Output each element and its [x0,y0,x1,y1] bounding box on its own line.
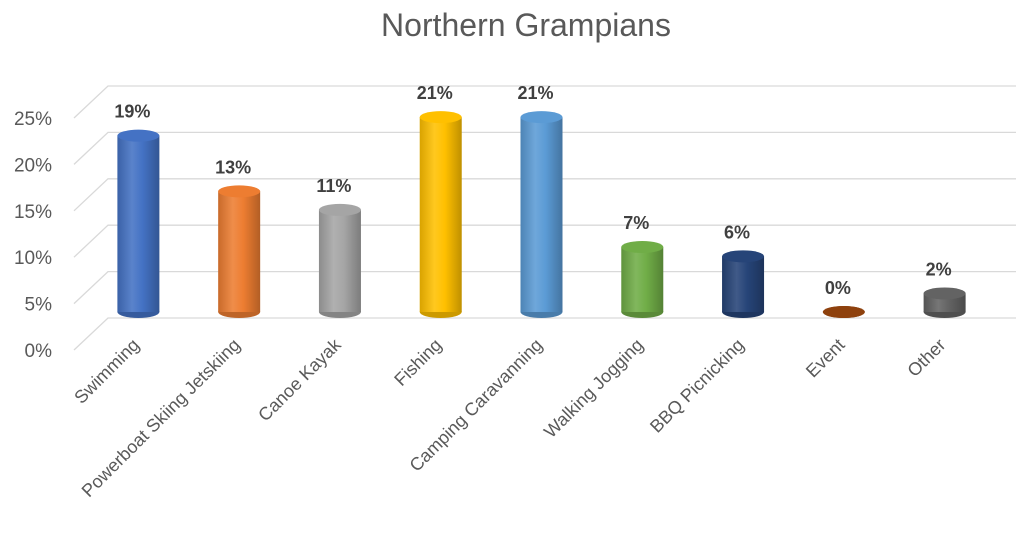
data-label: 2% [926,259,952,279]
gridline [73,178,1016,212]
data-label: 21% [417,83,453,103]
x-tick-label: Other [903,335,949,381]
bar-bbq-picnicking [722,250,765,318]
bar-body [621,247,664,312]
y-tick-label: 5% [25,295,53,316]
data-label: 13% [215,157,251,177]
x-tick-label: BBQ Picnicking [646,335,748,437]
bar-fishing [419,111,462,318]
data-label: 0% [825,278,851,298]
bar-body [218,191,261,312]
bar-top [923,287,966,300]
bar-body [520,117,563,313]
data-label: 21% [517,83,553,103]
y-axis-ticks: 0% 5% 10% 15% 20% 25% [14,109,52,362]
x-tick-label: Canoe Kayak [254,334,345,425]
gridline [73,270,1016,305]
data-label: 6% [724,222,750,242]
gridline [73,85,1016,119]
bars [117,111,966,318]
y-tick-label: 20% [14,155,52,176]
bar-powerboat-skiing-jetskiing [218,185,261,318]
x-tick-label: Powerboat Skiing Jetskiing [78,335,244,501]
chart-title: Northern Grampians [381,7,671,43]
data-label: 19% [114,102,150,122]
bar-top [722,250,765,263]
y-tick-label: 25% [14,109,52,130]
gridline [73,131,1016,165]
bar-body [419,117,462,313]
gridline [73,317,1016,351]
x-tick-label: Walking Jogging [540,335,647,442]
bar-body [318,209,361,312]
gridline [73,224,1016,258]
bar-canoe-kayak [318,203,361,318]
bar-top [621,241,664,254]
bar-top [218,185,261,198]
y-tick-label: 0% [25,341,53,362]
bar-camping-caravanning [520,111,563,318]
bar-top [822,306,865,318]
gridlines [73,85,1016,351]
bar-top [117,129,160,142]
data-labels: 19% 13% 11% 21% 21% 7% 6% 0% 2% [114,83,951,298]
bar-event [822,306,865,318]
bar-top [419,111,462,124]
x-tick-label: Swimming [70,335,143,408]
bar-top [520,111,563,124]
x-tick-label: Event [802,335,849,382]
bar-walking-jogging [621,241,664,318]
bar-body [117,135,160,312]
y-tick-label: 10% [14,248,52,269]
bar-swimming [117,129,160,318]
data-label: 11% [316,176,351,196]
bar-top [318,203,361,216]
y-tick-label: 15% [14,202,52,223]
data-label: 7% [623,213,649,233]
x-tick-label: Fishing [390,335,445,390]
bar-other [923,287,966,318]
bar-body [722,256,765,312]
